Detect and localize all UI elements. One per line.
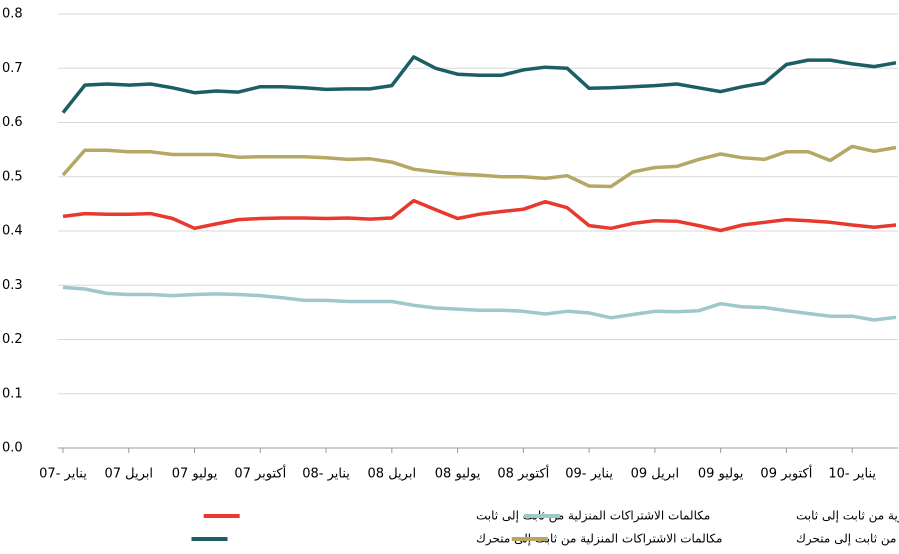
y-tick-label: 0.8 xyxy=(2,7,23,22)
x-tick-label: أكتوبر 09 xyxy=(760,465,812,482)
series-line xyxy=(61,55,897,114)
x-tick-label: 09- يناير xyxy=(565,467,613,482)
y-tick-label: 0.2 xyxy=(2,332,23,347)
y-tick-label: 0.0 xyxy=(2,441,23,456)
x-tick-label: أكتوبر 07 xyxy=(234,465,286,482)
x-tick-label: يوليو 07 xyxy=(172,467,218,482)
x-tick-label: 10- يناير xyxy=(828,467,876,482)
series-line xyxy=(62,285,897,322)
y-tick-label: 0.4 xyxy=(2,224,23,239)
legend-label: مكالمات الاشتراكات المنزلية من ثابت إلى … xyxy=(476,532,722,547)
x-tick-label: 07- يناير xyxy=(39,467,87,482)
x-tick-label: أكتوبر 08 xyxy=(497,465,549,482)
series-line xyxy=(62,198,897,233)
x-tick-label: ابريل 09 xyxy=(631,467,680,482)
y-tick-label: 0.6 xyxy=(2,115,23,130)
legend-label: مكالمات الاشتراكات المنزلية من ثابت إلى … xyxy=(476,509,710,524)
x-tick-label: ابريل 07 xyxy=(104,467,153,482)
x-tick-label: 08- يناير xyxy=(302,467,350,482)
legend-label: مكالمات الاشتراكات التجارية من ثابت إلى … xyxy=(796,532,899,547)
y-tick-label: 0.3 xyxy=(2,278,23,293)
x-tick-label: يوليو 09 xyxy=(698,467,744,482)
y-tick-label: 0.7 xyxy=(2,61,23,76)
legend-label: مكالمات الاشتراكات التجارية من ثابت إلى … xyxy=(796,509,899,524)
y-tick-label: 0.5 xyxy=(2,169,23,184)
y-tick-label: 0.1 xyxy=(2,386,23,401)
x-tick-label: يوليو 08 xyxy=(435,467,481,482)
series-line xyxy=(61,144,897,189)
x-tick-label: ابريل 08 xyxy=(368,467,417,482)
